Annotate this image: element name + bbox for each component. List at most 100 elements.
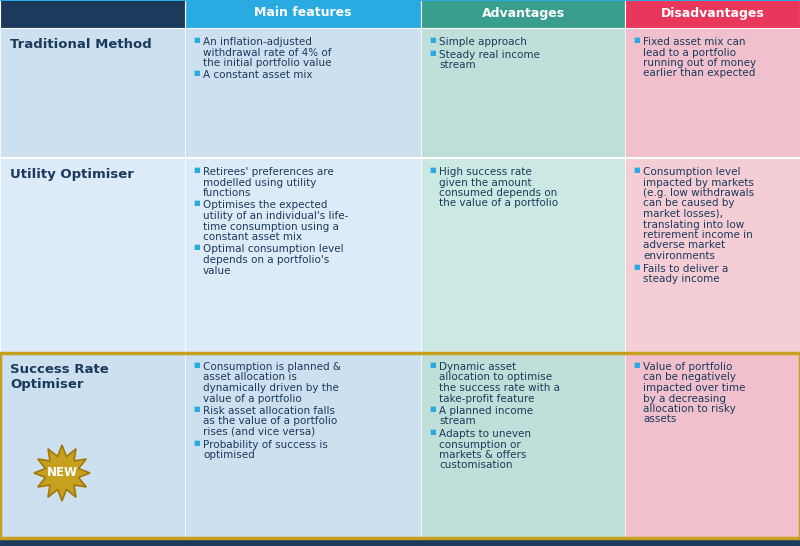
Text: customisation: customisation <box>439 460 513 471</box>
Text: A planned income: A planned income <box>439 406 533 416</box>
Text: market losses),: market losses), <box>643 209 723 219</box>
Text: environments: environments <box>643 251 715 261</box>
Text: withdrawal rate of 4% of: withdrawal rate of 4% of <box>203 48 331 57</box>
Bar <box>625 28 800 158</box>
Text: value: value <box>203 265 231 276</box>
Text: Advantages: Advantages <box>482 7 565 20</box>
Text: take-profit feature: take-profit feature <box>439 394 534 403</box>
Text: optimised: optimised <box>203 450 254 460</box>
Text: consumption or: consumption or <box>439 440 521 449</box>
Text: Main features: Main features <box>254 7 352 20</box>
Text: running out of money: running out of money <box>643 58 756 68</box>
Text: ■: ■ <box>193 200 200 206</box>
Text: dynamically driven by the: dynamically driven by the <box>203 383 339 393</box>
Bar <box>0 0 800 1</box>
Text: ■: ■ <box>633 167 640 173</box>
Text: rises (and vice versa): rises (and vice versa) <box>203 427 315 437</box>
Text: Steady real income: Steady real income <box>439 50 540 60</box>
Bar <box>0 0 185 28</box>
Bar <box>0 538 800 546</box>
Text: ■: ■ <box>429 429 436 435</box>
Bar <box>625 353 800 538</box>
Text: ■: ■ <box>193 406 200 412</box>
Text: asset allocation is: asset allocation is <box>203 372 297 383</box>
Text: impacted by markets: impacted by markets <box>643 177 754 187</box>
Text: ■: ■ <box>193 440 200 446</box>
Bar <box>0 353 185 538</box>
Text: markets & offers: markets & offers <box>439 450 526 460</box>
Text: assets: assets <box>643 414 676 424</box>
Text: Consumption level: Consumption level <box>643 167 741 177</box>
Text: Value of portfolio: Value of portfolio <box>643 362 732 372</box>
Text: An inflation-adjusted: An inflation-adjusted <box>203 37 312 47</box>
Text: Probability of success is: Probability of success is <box>203 440 328 449</box>
Text: stream: stream <box>439 417 476 426</box>
Bar <box>0 353 800 538</box>
Bar <box>0 158 185 353</box>
Text: Optimises the expected: Optimises the expected <box>203 200 327 211</box>
Text: allocation to optimise: allocation to optimise <box>439 372 552 383</box>
Text: ■: ■ <box>429 406 436 412</box>
Text: Dynamic asset: Dynamic asset <box>439 362 516 372</box>
Text: retirement income in: retirement income in <box>643 230 753 240</box>
Text: ■: ■ <box>193 362 200 368</box>
Text: given the amount: given the amount <box>439 177 532 187</box>
Bar <box>421 353 625 538</box>
Text: A constant asset mix: A constant asset mix <box>203 70 313 80</box>
Bar <box>185 0 421 28</box>
Text: depends on a portfolio's: depends on a portfolio's <box>203 255 330 265</box>
Text: Disadvantages: Disadvantages <box>661 7 764 20</box>
Text: the value of a portfolio: the value of a portfolio <box>439 199 558 209</box>
Text: Adapts to uneven: Adapts to uneven <box>439 429 531 439</box>
Polygon shape <box>34 445 90 501</box>
Text: NEW: NEW <box>46 466 78 479</box>
Bar <box>185 158 421 353</box>
Text: Fixed asset mix can: Fixed asset mix can <box>643 37 746 47</box>
Text: Simple approach: Simple approach <box>439 37 527 47</box>
Text: ■: ■ <box>429 362 436 368</box>
Text: Utility Optimiser: Utility Optimiser <box>10 168 134 181</box>
Text: earlier than expected: earlier than expected <box>643 68 755 79</box>
Text: ■: ■ <box>193 70 200 76</box>
Text: constant asset mix: constant asset mix <box>203 232 302 242</box>
Bar <box>185 28 421 158</box>
Text: utility of an individual's life-: utility of an individual's life- <box>203 211 348 221</box>
Bar <box>421 158 625 353</box>
Text: High success rate: High success rate <box>439 167 532 177</box>
Bar <box>625 0 800 28</box>
Text: Traditional Method: Traditional Method <box>10 38 152 51</box>
Text: stream: stream <box>439 60 476 70</box>
Text: ■: ■ <box>193 167 200 173</box>
Bar <box>185 353 421 538</box>
Text: adverse market: adverse market <box>643 240 725 251</box>
Text: Success Rate
Optimiser: Success Rate Optimiser <box>10 363 109 391</box>
Text: steady income: steady income <box>643 274 720 284</box>
Text: Optimal consumption level: Optimal consumption level <box>203 245 344 254</box>
Bar <box>0 0 185 28</box>
Text: (e.g. low withdrawals: (e.g. low withdrawals <box>643 188 754 198</box>
Text: can be negatively: can be negatively <box>643 372 736 383</box>
Text: as the value of a portfolio: as the value of a portfolio <box>203 417 338 426</box>
Text: impacted over time: impacted over time <box>643 383 746 393</box>
Text: Fails to deliver a: Fails to deliver a <box>643 264 728 274</box>
Text: ■: ■ <box>633 362 640 368</box>
Text: Consumption is planned &: Consumption is planned & <box>203 362 341 372</box>
Text: value of a portfolio: value of a portfolio <box>203 394 302 403</box>
Text: ■: ■ <box>193 37 200 43</box>
Text: lead to a portfolio: lead to a portfolio <box>643 48 736 57</box>
Text: ■: ■ <box>429 37 436 43</box>
Text: functions: functions <box>203 188 251 198</box>
Text: ■: ■ <box>633 264 640 270</box>
Text: can be caused by: can be caused by <box>643 199 734 209</box>
Bar <box>625 158 800 353</box>
Bar <box>421 28 625 158</box>
Text: allocation to risky: allocation to risky <box>643 404 736 414</box>
Text: modelled using utility: modelled using utility <box>203 177 316 187</box>
Text: by a decreasing: by a decreasing <box>643 394 726 403</box>
Text: ■: ■ <box>633 37 640 43</box>
Bar <box>421 0 625 28</box>
Text: ■: ■ <box>193 245 200 251</box>
Text: consumed depends on: consumed depends on <box>439 188 558 198</box>
Text: the initial portfolio value: the initial portfolio value <box>203 58 331 68</box>
Text: the success rate with a: the success rate with a <box>439 383 560 393</box>
